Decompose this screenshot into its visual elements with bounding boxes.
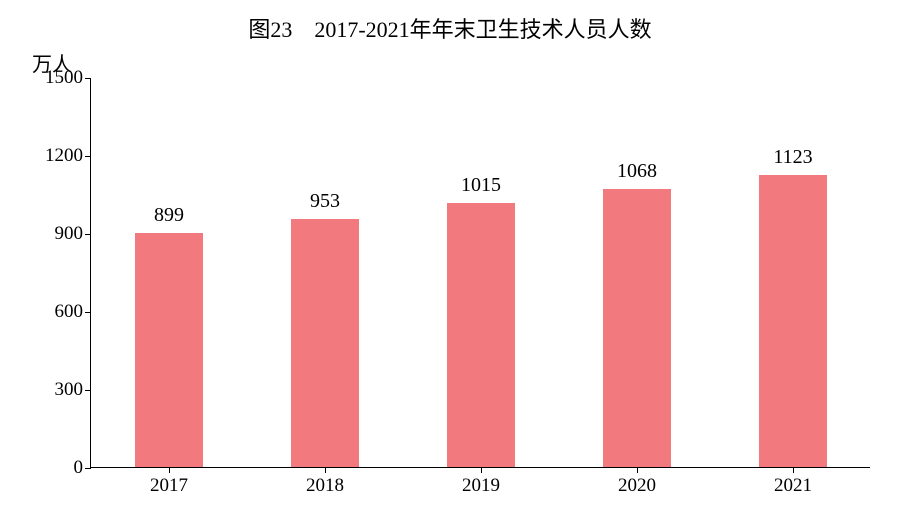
bar-value-label: 1123 xyxy=(773,146,812,175)
bar-value-label: 953 xyxy=(310,190,340,219)
bar: 1068 xyxy=(603,189,672,467)
y-tick-mark xyxy=(85,312,91,313)
x-tick-label: 2020 xyxy=(618,467,656,497)
bar-value-label: 899 xyxy=(154,204,184,233)
chart-title: 图23 2017-2021年年末卫生技术人员人数 xyxy=(0,12,900,44)
y-tick-mark xyxy=(85,390,91,391)
bar: 1123 xyxy=(759,175,828,467)
y-tick-mark xyxy=(85,468,91,469)
x-tick-label: 2017 xyxy=(150,467,188,497)
x-tick-label: 2018 xyxy=(306,467,344,497)
x-tick-label: 2019 xyxy=(462,467,500,497)
y-tick-mark xyxy=(85,78,91,79)
bar-value-label: 1015 xyxy=(461,174,501,203)
bar: 953 xyxy=(291,219,360,467)
y-tick-mark xyxy=(85,156,91,157)
plot-area: 0300600900120015008992017953201810152019… xyxy=(90,78,870,468)
x-tick-label: 2021 xyxy=(774,467,812,497)
bar-value-label: 1068 xyxy=(617,160,657,189)
bar: 1015 xyxy=(447,203,516,467)
bar: 899 xyxy=(135,233,204,467)
y-tick-mark xyxy=(85,234,91,235)
